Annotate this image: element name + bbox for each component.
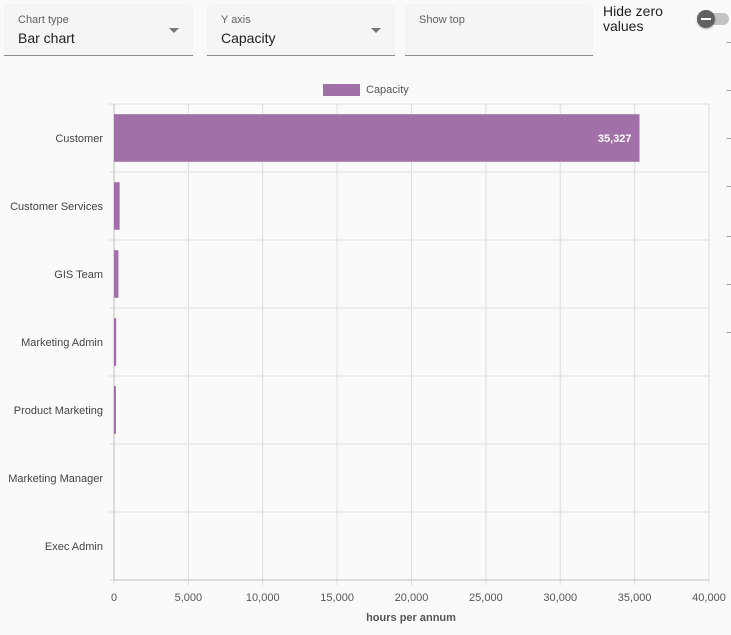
x-axis-ticks: 0 5,000 10,000 15,000 20,000 25,000 30,000 35,0… xyxy=(111,592,726,604)
category-label: Customer xyxy=(55,133,103,145)
show-top-label: Show top xyxy=(419,14,465,26)
show-top-input[interactable]: Show top xyxy=(405,4,593,56)
chart-type-select[interactable]: Chart type Bar chart xyxy=(4,4,193,56)
category-label: GIS Team xyxy=(54,269,103,281)
scroll-mark xyxy=(727,90,731,91)
category-label: Customer Services xyxy=(10,201,103,213)
scroll-mark xyxy=(727,284,731,285)
bar xyxy=(114,318,117,366)
legend-swatch xyxy=(323,84,360,96)
bar xyxy=(114,182,120,230)
legend-label: Capacity xyxy=(366,84,409,96)
toggle-thumb[interactable] xyxy=(697,10,715,28)
chart-legend[interactable]: Capacity xyxy=(323,84,409,96)
x-tick-label: 15,000 xyxy=(320,592,354,604)
x-tick-label: 40,000 xyxy=(692,592,726,604)
scroll-mark xyxy=(727,236,731,237)
x-axis-title: hours per annum xyxy=(366,612,456,624)
y-axis-value: Capacity xyxy=(221,30,276,46)
chart-type-label: Chart type xyxy=(18,14,69,26)
y-axis-label: Y axis xyxy=(221,14,251,26)
chart-type-value: Bar chart xyxy=(18,30,75,46)
category-label: Marketing Manager xyxy=(8,473,103,485)
chart-grid xyxy=(109,103,710,585)
scroll-mark xyxy=(727,138,731,139)
bar xyxy=(114,250,119,298)
scroll-mark xyxy=(727,186,731,187)
hide-zero-values-label: Hide zero values xyxy=(603,3,663,34)
x-tick-label: 30,000 xyxy=(543,592,577,604)
x-tick-label: 10,000 xyxy=(246,592,280,604)
x-tick-label: 20,000 xyxy=(395,592,429,604)
data-label: 35,327 xyxy=(598,133,632,145)
category-label: Marketing Admin xyxy=(21,337,103,349)
x-tick-label: 0 xyxy=(111,592,117,604)
bar xyxy=(114,114,640,162)
x-tick-label: 35,000 xyxy=(618,592,652,604)
category-labels: Customer Customer Services GIS Team Marketi… xyxy=(8,133,103,553)
chevron-down-icon[interactable] xyxy=(371,28,381,33)
category-label: Exec Admin xyxy=(45,541,103,553)
bar xyxy=(114,386,116,434)
category-label: Product Marketing xyxy=(14,405,103,417)
chevron-down-icon[interactable] xyxy=(169,28,179,33)
x-tick-label: 25,000 xyxy=(469,592,503,604)
hide-zero-values-toggle[interactable] xyxy=(697,10,729,28)
scroll-mark xyxy=(727,42,731,43)
chart-bars: 35,327 xyxy=(114,114,640,434)
y-axis-select[interactable]: Y axis Capacity xyxy=(207,4,395,56)
x-tick-label: 5,000 xyxy=(175,592,203,604)
scroll-mark xyxy=(727,332,731,333)
